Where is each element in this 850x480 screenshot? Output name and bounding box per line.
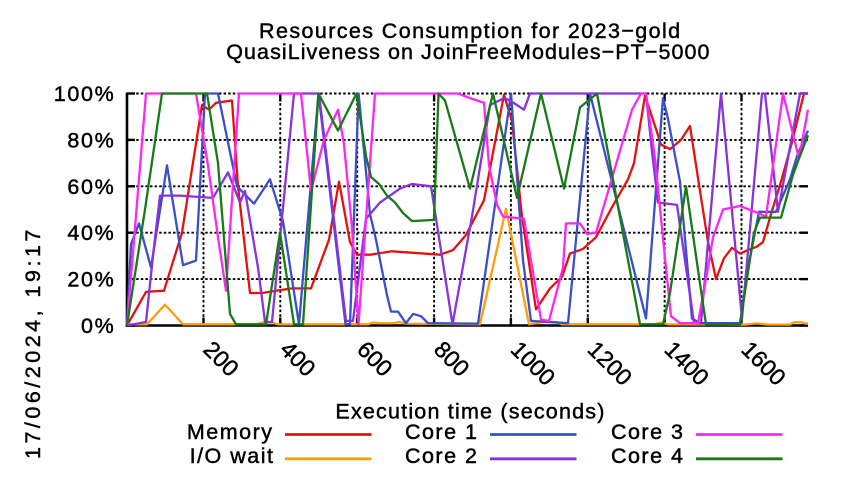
svg-text:Core 1: Core 1 (405, 420, 479, 444)
svg-text:20%: 20% (67, 268, 115, 292)
svg-text:Memory: Memory (187, 420, 274, 444)
svg-text:Core 4: Core 4 (611, 444, 685, 468)
svg-text:100%: 100% (54, 82, 116, 106)
svg-text:17/06/2024, 19:17: 17/06/2024, 19:17 (21, 226, 45, 459)
svg-text:80%: 80% (67, 128, 115, 152)
svg-text:Core 3: Core 3 (611, 420, 685, 444)
svg-text:40%: 40% (67, 221, 115, 245)
svg-text:Resources Consumption for 2023: Resources Consumption for 2023−gold (259, 19, 682, 43)
svg-text:I/O wait: I/O wait (190, 444, 275, 468)
svg-text:QuasiLiveness on JoinFreeModul: QuasiLiveness on JoinFreeModules−PT−5000 (226, 40, 710, 64)
svg-text:Execution time (seconds): Execution time (seconds) (335, 399, 605, 423)
svg-text:60%: 60% (67, 175, 115, 199)
svg-text:0%: 0% (81, 314, 115, 338)
svg-text:Core 2: Core 2 (405, 444, 479, 468)
